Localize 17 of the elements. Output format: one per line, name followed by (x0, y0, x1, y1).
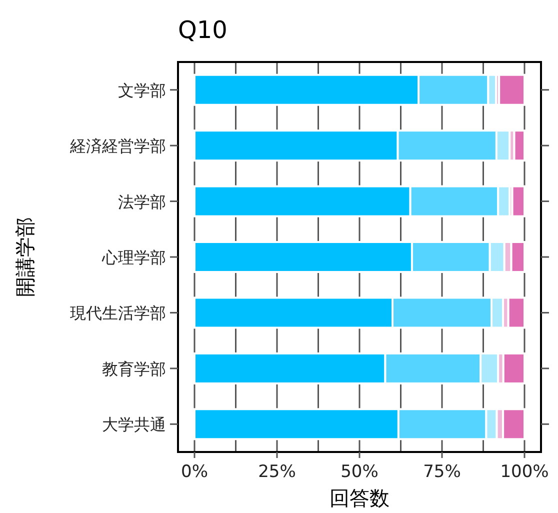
chart-title: Q10 (178, 16, 228, 44)
bar (498, 74, 526, 106)
y-tick-label: 心理学部 (101, 248, 166, 267)
x-tick-label: 75% (423, 462, 461, 482)
x-tick-label: 25% (258, 462, 296, 482)
y-tick-label: 教育学部 (102, 359, 166, 378)
x-axis-title: 回答数 (330, 486, 390, 510)
y-tick-label: 大学共通 (102, 415, 166, 434)
y-tick-label: 法学部 (118, 192, 166, 212)
x-tick-label: 0% (181, 462, 208, 482)
y-tick-label: 文学部 (118, 80, 166, 100)
x-tick-label: 50% (340, 462, 378, 482)
y-axis-title: 開講学部 (13, 217, 37, 297)
bar (511, 185, 526, 218)
x-tick-label: 100% (500, 462, 549, 482)
y-tick-label: 現代生活学部 (70, 304, 166, 323)
y-tick-label: 経済経営学部 (69, 136, 166, 156)
